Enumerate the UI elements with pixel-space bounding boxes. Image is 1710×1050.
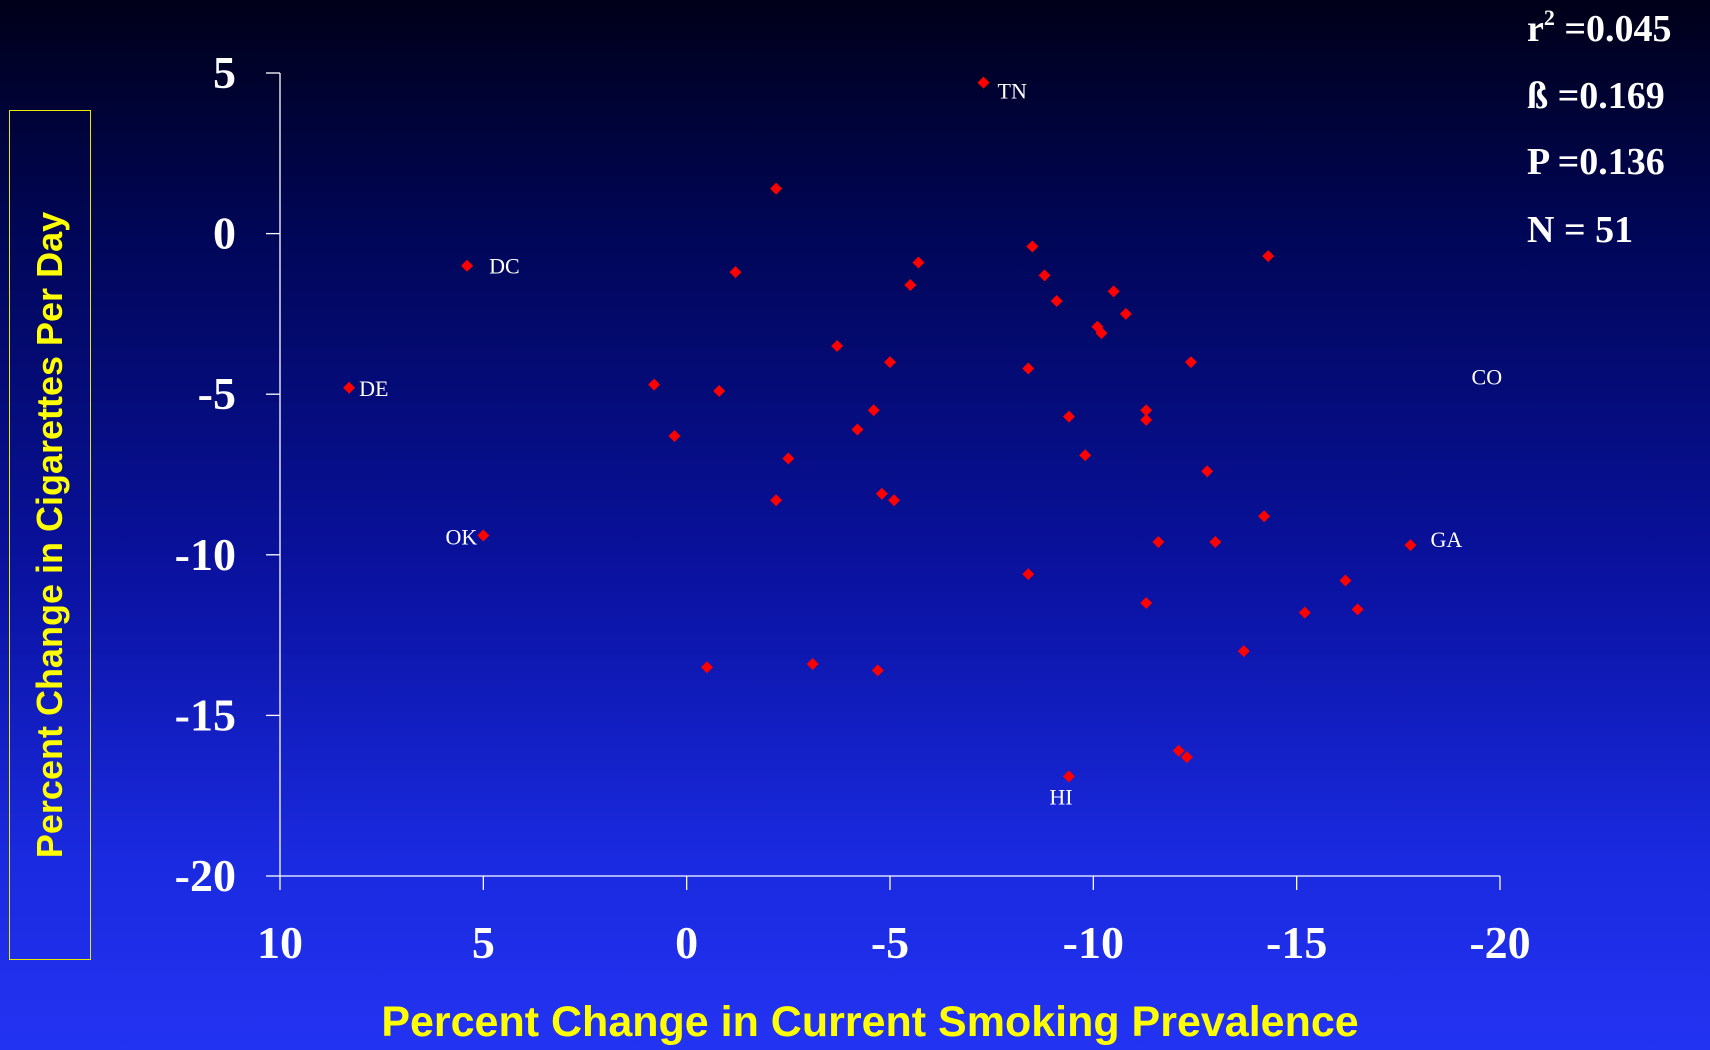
x-tick-label: -15 [1266,917,1327,968]
data-point [729,266,742,279]
data-point [904,278,917,291]
data-point [867,404,880,417]
data-point [1237,645,1250,658]
stat-r-squared: r2 =0.045 [1527,5,1672,51]
point-label: HI [1049,784,1072,809]
data-point [770,494,783,507]
point-label: TN [998,79,1027,104]
data-point [1172,744,1185,757]
data-point [1184,356,1197,369]
annotation-label: CO [1472,365,1503,390]
data-point [1022,362,1035,375]
y-tick-label: 5 [213,47,236,98]
point-label: DC [489,254,520,279]
data-point [1026,240,1039,253]
data-point [806,658,819,671]
data-point [713,384,726,397]
stat-r-squared-exponent: 2 [1543,5,1555,30]
x-tick-label: 0 [675,917,698,968]
data-point [1140,596,1153,609]
data-point [1298,606,1311,619]
y-tick-label: -10 [175,529,236,580]
data-point [701,661,713,674]
data-point [1201,465,1214,478]
stat-r-squared-value: =0.045 [1554,8,1672,50]
x-axis-title: Percent Change in Current Smoking Preval… [381,998,1359,1046]
data-point [875,487,888,500]
point-label: DE [359,376,388,401]
data-point [1107,285,1120,298]
data-point [1038,269,1051,282]
data-point [770,182,783,195]
point-label: OK [446,525,478,550]
x-tick-label: -5 [871,917,909,968]
stat-p-value: P =0.136 [1527,141,1665,183]
y-tick-label: 0 [213,208,236,259]
y-tick-label: -20 [175,850,236,901]
data-point [477,529,490,542]
x-tick-label: -20 [1469,917,1530,968]
stat-beta: ß =0.169 [1527,75,1665,117]
data-point [648,378,661,391]
data-point [1152,535,1165,548]
stat-n: N = 51 [1527,209,1634,251]
data-point [1180,751,1193,764]
y-axis-title-box [9,110,91,960]
data-point [1062,770,1075,783]
data-point [884,356,896,369]
data-point [668,429,681,442]
x-tick-label: 10 [257,917,303,968]
data-point [851,423,864,436]
data-point [912,256,925,269]
data-point [343,381,356,394]
data-point [871,664,884,677]
data-point [977,76,990,89]
data-point [1209,535,1222,548]
data-point [1351,603,1364,616]
data-point [1050,295,1063,308]
data-point [888,494,901,507]
data-point [1119,307,1132,320]
data-point [1404,539,1417,552]
y-tick-label: -15 [175,689,236,740]
data-point [1079,449,1092,462]
data-point [1262,250,1275,263]
data-point [831,340,844,353]
y-tick-label: -5 [198,368,236,419]
data-point [1095,327,1108,340]
data-point [1339,574,1352,587]
stat-r-squared-prefix: r [1527,8,1544,50]
data-point [1062,410,1075,423]
data-point [1258,510,1271,523]
data-point [1140,404,1153,417]
data-point [461,259,474,272]
data-point [1022,568,1035,581]
data-point [1140,413,1153,426]
data-point [782,452,795,465]
point-label: GA [1431,527,1463,552]
x-tick-label: 5 [472,917,495,968]
x-tick-label: -10 [1063,917,1124,968]
